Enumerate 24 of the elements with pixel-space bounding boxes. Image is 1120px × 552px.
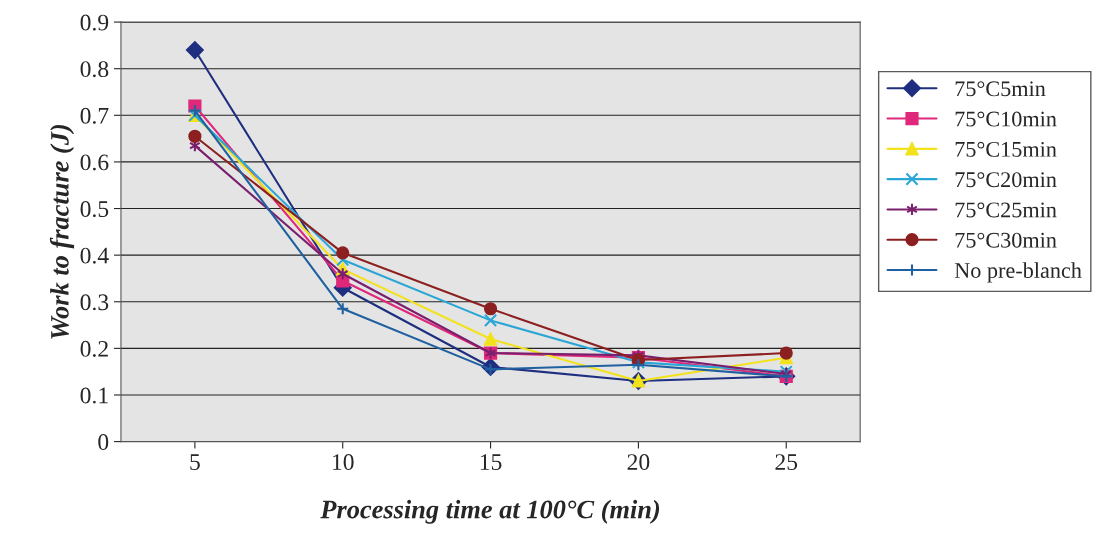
legend-label: 75°C30min	[955, 232, 1057, 248]
x-tick-label: 10	[332, 454, 354, 471]
x-tick-label: 15	[480, 454, 502, 471]
y-tick-label: 0.7	[80, 107, 109, 124]
x-tick-label: 20	[627, 454, 650, 471]
y-tick-label: 0.1	[80, 387, 108, 404]
y-tick-label: 0.3	[80, 294, 109, 311]
x-tick-label: 25	[775, 454, 798, 471]
y-tick-label: 0	[98, 434, 109, 451]
legend-label: 75°C10min	[955, 111, 1057, 127]
legend-label: 75°C15min	[955, 141, 1057, 157]
y-tick-label: 0.8	[80, 61, 109, 78]
x-tick-label: 5	[190, 454, 200, 471]
y-tick-label: 0.4	[80, 247, 109, 264]
legend-label: No pre-blanch	[954, 262, 1082, 283]
y-tick-label: 0.9	[80, 14, 109, 31]
legend-label: 75°C25min	[955, 202, 1057, 218]
y-tick-label: 0.2	[80, 340, 108, 357]
y-tick-label: 0.6	[80, 154, 109, 171]
y-tick-label: 0.5	[80, 201, 109, 218]
legend-label: 75°C20min	[955, 172, 1057, 188]
legend-label: 75°C5min	[955, 81, 1046, 97]
y-axis-title: Work to fracture (J)	[49, 124, 75, 339]
x-axis-title: Processing time at 100°C (min)	[320, 499, 660, 524]
